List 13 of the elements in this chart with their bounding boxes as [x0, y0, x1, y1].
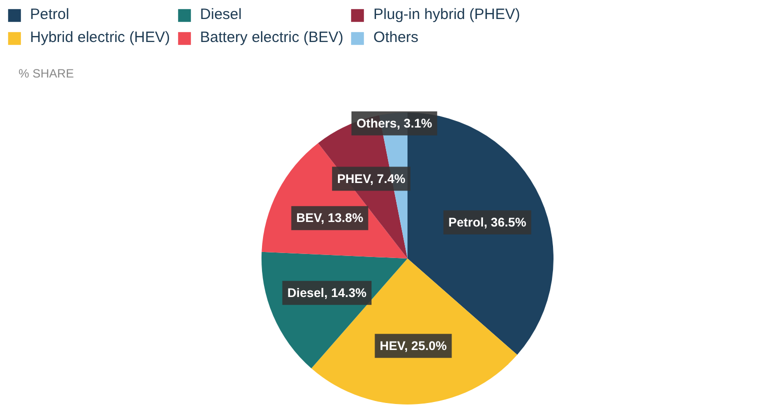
data-label: Petrol, 36.5% — [448, 215, 526, 230]
data-label: Diesel, 14.3% — [287, 286, 367, 300]
legend-label: Others — [373, 29, 418, 46]
data-label: BEV, 13.8% — [296, 211, 364, 226]
data-label: Others, 3.1% — [356, 116, 432, 130]
legend-label: Battery electric (BEV) — [200, 29, 344, 46]
legend-label: Hybrid electric (HEV) — [30, 29, 170, 46]
legend-label: Diesel — [200, 6, 242, 23]
data-label: HEV, 25.0% — [380, 338, 447, 353]
legend-label: Petrol — [30, 6, 70, 23]
text: % SHARE — [18, 66, 74, 80]
data-label: PHEV, 7.4% — [337, 172, 406, 186]
legend-label: Plug-in hybrid (PHEV) — [373, 6, 520, 23]
